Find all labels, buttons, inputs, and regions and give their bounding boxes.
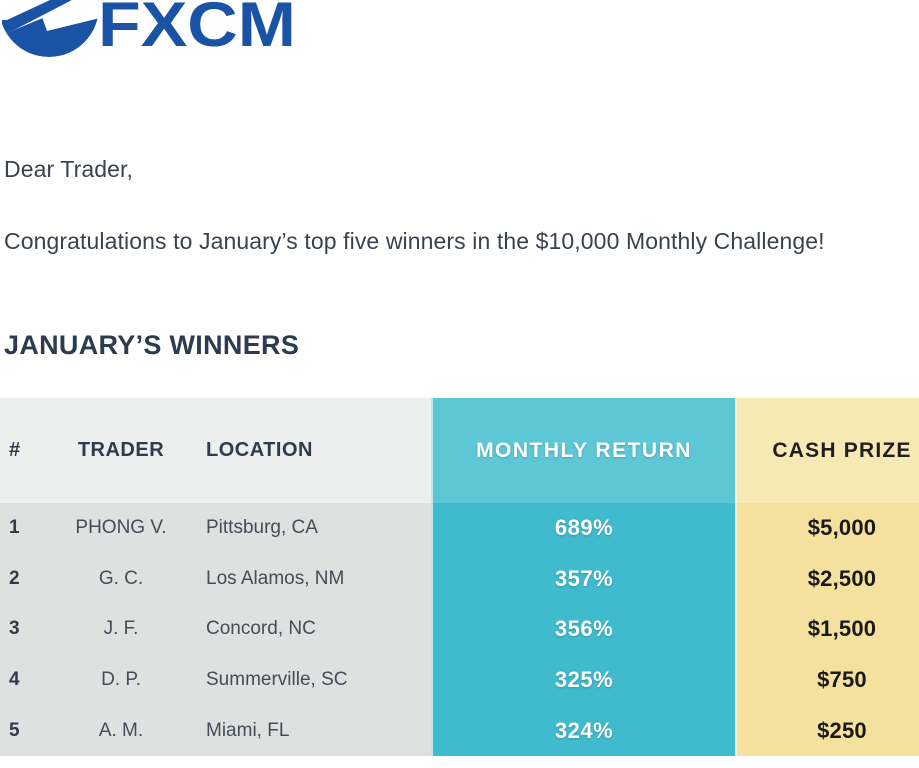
col-header-cash-prize: CASH PRIZE [737,398,919,503]
rank-value: 3 [9,618,20,640]
fxcm-logo-mark-icon [0,0,99,57]
location-value: Concord, NC [206,618,316,640]
table-header-row: # TRADER LOCATION [0,398,431,503]
section-title: JANUARY’S WINNERS [4,330,300,360]
table-row: 1 PHONG V. Pittsburg, CA [0,503,431,554]
rank-value: 2 [9,567,20,589]
trader-value: PHONG V. [75,517,167,539]
trader-value: J. F. [103,618,139,640]
table-row: 3 J. F. Concord, NC [0,604,431,655]
table-row: 5 A. M. Miami, FL [0,705,431,756]
col-header-location: LOCATION [206,439,313,461]
winners-table: # TRADER LOCATION 1 PHONG V. Pittsburg, … [0,398,919,756]
cash-prize-value: $750 [817,667,867,693]
cash-prize-value: $1,500 [807,616,877,642]
location-value: Miami, FL [206,719,290,741]
rank-value: 5 [9,719,20,741]
table-row: 2 G. C. Los Alamos, NM [0,554,431,605]
table-left-section: # TRADER LOCATION 1 PHONG V. Pittsburg, … [0,398,431,756]
cash-prize-value: $5,000 [807,515,877,541]
fxcm-logo[interactable]: FXCM [0,0,302,60]
col-header-monthly-return: MONTHLY RETURN [433,398,735,503]
table-prize-section: CASH PRIZE $5,000 $2,500 $1,500 $750 $25… [735,398,919,756]
rank-value: 4 [9,669,20,691]
location-value: Los Alamos, NM [206,567,345,589]
rank-value: 1 [9,517,20,539]
monthly-return-value: 689% [554,515,614,541]
fxcm-logo-svg: FXCM [0,0,296,60]
table-return-section: MONTHLY RETURN 689% 357% 356% 325% 324% [431,398,735,756]
location-value: Pittsburg, CA [206,517,318,539]
trader-value: D. P. [101,669,141,691]
col-header-rank: # [9,439,21,461]
intro-text: Congratulations to January’s top five wi… [4,228,825,254]
location-value: Summerville, SC [206,669,348,691]
col-header-trader: TRADER [77,439,165,461]
trader-value: G. C. [98,567,144,589]
trader-value: A. M. [98,719,144,741]
cash-prize-value: $2,500 [807,565,877,591]
cash-prize-value: $250 [817,717,867,743]
monthly-return-value: 324% [554,717,614,743]
monthly-return-value: 356% [554,616,614,642]
monthly-return-value: 357% [554,565,614,591]
fxcm-logo-text: FXCM [98,0,296,58]
greeting-text: Dear Trader, [4,156,134,182]
table-row: 4 D. P. Summerville, SC [0,655,431,706]
monthly-return-value: 325% [554,667,614,693]
